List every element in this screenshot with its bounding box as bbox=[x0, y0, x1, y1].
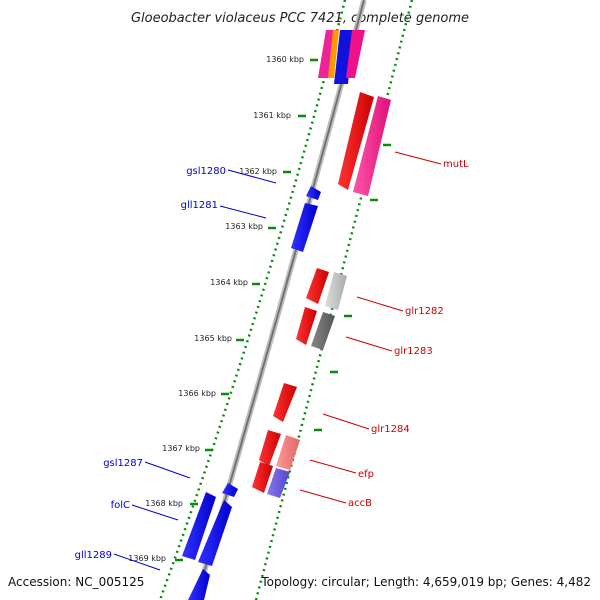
gene-labels-left: gsl1280 gll1281 gsl1287 folC gll1289 bbox=[75, 166, 226, 561]
gene-folC-2 bbox=[198, 500, 232, 566]
accession-label: Accession: NC_005125 bbox=[8, 575, 144, 589]
scale-label: 1363 kbp bbox=[225, 222, 263, 231]
leader-lines-right bbox=[299, 151, 442, 504]
gene-label-gsl1287: gsl1287 bbox=[103, 458, 143, 469]
gene-efp-b bbox=[276, 435, 300, 470]
scale-label: 1369 kbp bbox=[128, 554, 166, 563]
scale-label: 1368 kbp bbox=[145, 499, 183, 508]
gene-label-gll1289: gll1289 bbox=[75, 550, 112, 561]
gene-accB-a bbox=[252, 462, 273, 493]
gene-label-glr1284: glr1284 bbox=[371, 424, 410, 435]
gene-label-efp: efp bbox=[358, 469, 374, 480]
gene-cluster-top bbox=[318, 30, 365, 84]
gene-labels-right: mutL glr1282 glr1283 glr1284 efp accB bbox=[348, 159, 469, 509]
scale-ticks bbox=[175, 58, 391, 562]
gene-glr1284 bbox=[273, 383, 297, 422]
gene-label-folC: folC bbox=[111, 500, 130, 511]
gene-glr1283-b bbox=[311, 312, 335, 350]
gene-label-glr1283: glr1283 bbox=[394, 346, 433, 357]
scale-labels: 1360 kbp 1361 kbp 1362 kbp 1363 kbp 1364… bbox=[128, 55, 304, 563]
gene-accB-b bbox=[267, 468, 290, 498]
gene-folC-1 bbox=[182, 492, 216, 560]
gene-gsl1280 bbox=[306, 186, 321, 200]
gene-efp-a bbox=[259, 430, 281, 466]
leader-lines-left bbox=[113, 169, 277, 571]
gene-gll1281 bbox=[291, 203, 318, 252]
gene-glr1282-b bbox=[325, 272, 347, 310]
topology-label: Topology: circular; Length: 4,659,019 bp… bbox=[260, 575, 591, 589]
scale-label: 1367 kbp bbox=[162, 444, 200, 453]
gene-label-accB: accB bbox=[348, 498, 372, 509]
plus-strand-genes bbox=[182, 186, 321, 600]
gene-gsl1287 bbox=[222, 483, 238, 497]
scale-label: 1366 kbp bbox=[178, 389, 216, 398]
gene-label-gsl1280: gsl1280 bbox=[186, 166, 226, 177]
gene-label-mutL: mutL bbox=[443, 159, 469, 170]
gene-glr1282-a bbox=[306, 268, 329, 304]
gene-mutL-2 bbox=[353, 96, 391, 196]
gene-gll1289 bbox=[188, 569, 210, 600]
scale-label: 1360 kbp bbox=[266, 55, 304, 64]
gene-label-glr1282: glr1282 bbox=[405, 306, 444, 317]
gene-mutL-1 bbox=[338, 92, 374, 190]
minus-strand-genes bbox=[252, 92, 391, 498]
scale-label: 1361 kbp bbox=[253, 111, 291, 120]
genome-title: Gloeobacter violaceus PCC 7421, complete… bbox=[131, 11, 469, 26]
gene-label-gll1281: gll1281 bbox=[181, 200, 218, 211]
scale-label: 1362 kbp bbox=[239, 167, 277, 176]
scale-label: 1364 kbp bbox=[210, 278, 248, 287]
scale-label: 1365 kbp bbox=[194, 334, 232, 343]
gene-glr1283-a bbox=[296, 307, 317, 345]
